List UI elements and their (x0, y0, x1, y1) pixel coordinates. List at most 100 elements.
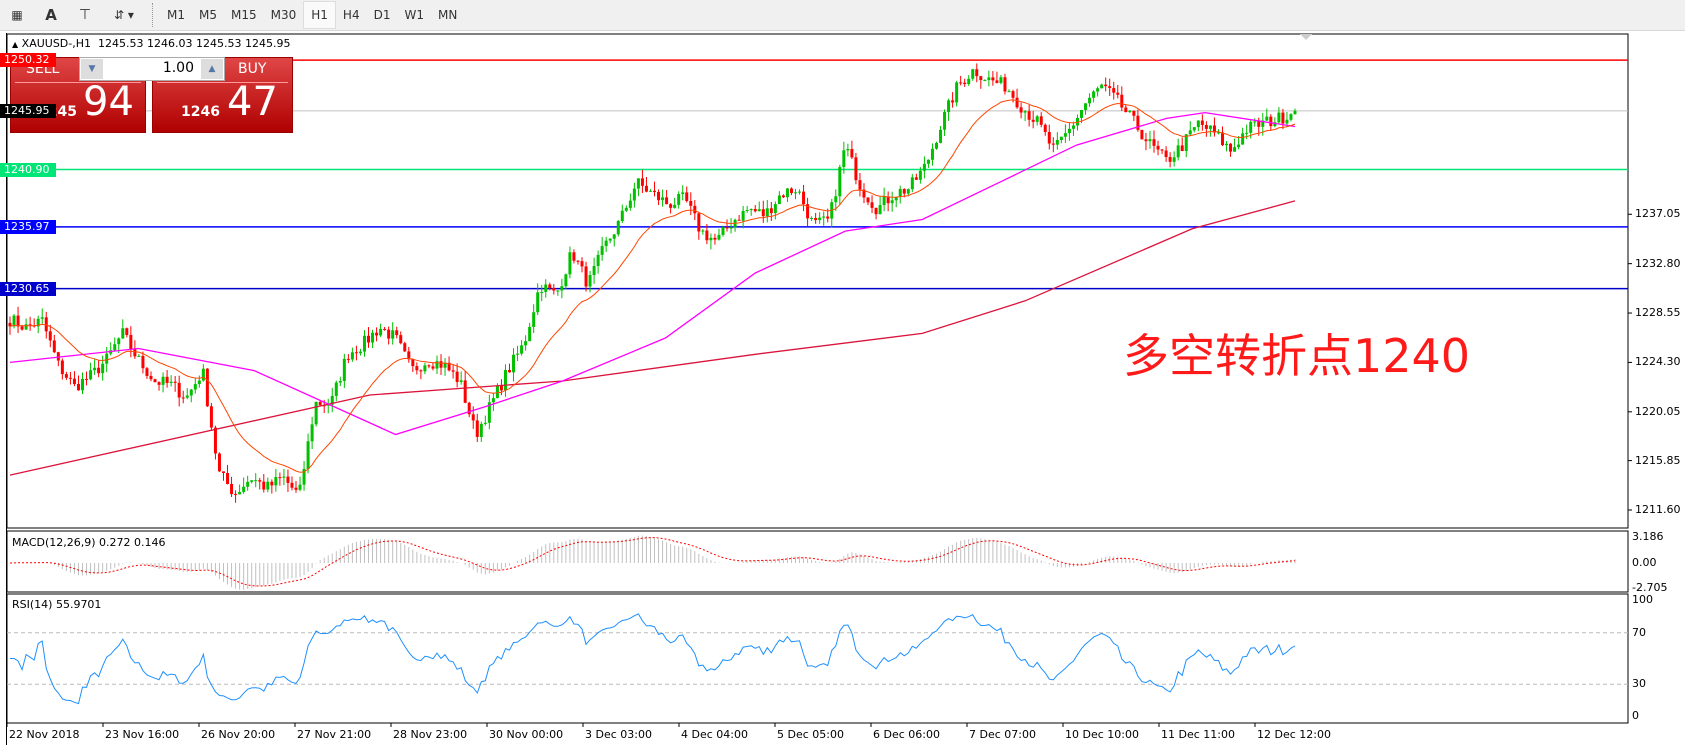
moving-average-long (9, 200, 1296, 476)
timeframe-m1[interactable]: M1 (167, 8, 185, 22)
candle-body (137, 355, 141, 357)
candle-body (934, 142, 938, 149)
candle-body (1204, 124, 1208, 129)
candle-body (427, 365, 431, 367)
rsi-axis-label: 100 (1632, 593, 1653, 606)
timeframe-d1[interactable]: D1 (373, 8, 391, 22)
candle-body (157, 382, 161, 385)
candle-body (16, 315, 20, 327)
candle-body (1245, 132, 1249, 134)
candle-body (572, 252, 576, 261)
candle-body (991, 77, 995, 81)
level-price-tag: 1240.90 (0, 162, 56, 177)
candle-body (548, 284, 552, 289)
candle-body (197, 380, 201, 385)
candle-body (918, 170, 922, 180)
candle-body (193, 384, 197, 390)
candle-body (1144, 139, 1148, 142)
candle-body (556, 290, 560, 292)
toolbar-separator (152, 3, 154, 27)
candle-body (1116, 92, 1120, 95)
candle-body (286, 476, 290, 483)
candle-body (1220, 132, 1224, 146)
candle-body (878, 205, 882, 215)
candle-body (129, 334, 133, 350)
candle-body (540, 291, 544, 293)
candle-body (375, 332, 379, 336)
candle-body (1071, 125, 1075, 129)
candle-body (1051, 143, 1055, 145)
candle-body (234, 494, 238, 496)
lot-stepper[interactable]: ▼ 1.00 ▲ (79, 57, 225, 81)
candle-body (173, 381, 177, 383)
candle-body (536, 292, 540, 313)
candle-body (391, 330, 395, 339)
timeframe-m5[interactable]: M5 (199, 8, 217, 22)
candle-body (330, 395, 334, 405)
candle-body (922, 163, 926, 171)
candle-body (697, 213, 701, 232)
candle-body (681, 192, 685, 194)
text-box-icon[interactable]: ⊤ (78, 7, 92, 23)
lot-value[interactable]: 1.00 (162, 60, 194, 76)
candle-body (189, 389, 193, 396)
candle-body (765, 208, 769, 217)
candle-body (358, 351, 362, 354)
lot-decrease-button[interactable]: ▼ (81, 59, 103, 79)
text-label-icon[interactable]: A (45, 6, 57, 24)
candle-body (1241, 133, 1245, 145)
candle-body (669, 204, 673, 208)
candle-body (1225, 143, 1229, 146)
candle-body (1229, 143, 1233, 152)
candle-body (1281, 112, 1285, 124)
candle-body (939, 129, 943, 143)
macd-axis-label: 0.00 (1632, 556, 1657, 569)
candle-body (814, 218, 818, 221)
candle-body (1031, 119, 1035, 122)
candle-body (798, 191, 802, 193)
candle-body (1112, 88, 1116, 93)
candle-body (636, 178, 640, 189)
candle-body (362, 335, 366, 352)
candle-body (648, 190, 652, 192)
candle-body (1067, 128, 1071, 134)
candle-body (399, 335, 403, 344)
timeframe-w1[interactable]: W1 (404, 8, 424, 22)
collapse-triangle-icon[interactable]: ▲ (12, 40, 19, 49)
timeframe-h1[interactable]: H1 (303, 1, 336, 29)
timeframe-mn[interactable]: MN (437, 8, 458, 22)
time-axis-label: 22 Nov 2018 (9, 728, 80, 741)
candle-body (612, 234, 616, 239)
candle-body (97, 367, 101, 374)
candle-body (822, 216, 826, 218)
candle-body (431, 366, 435, 369)
candle-body (902, 189, 906, 194)
lot-increase-button[interactable]: ▲ (201, 59, 223, 79)
candle-body (1188, 130, 1192, 135)
candle-body (338, 380, 342, 383)
candle-body (423, 365, 427, 372)
timeframe-h4[interactable]: H4 (342, 8, 360, 22)
periods-grid-icon[interactable]: ▦ (11, 8, 23, 22)
timeframe-m30[interactable]: M30 (270, 8, 297, 22)
candle-body (673, 204, 677, 208)
candle-body (785, 188, 789, 198)
candle-body (967, 78, 971, 85)
candle-body (854, 157, 858, 181)
buy-price-big: 1246 (181, 104, 220, 120)
candle-body (471, 414, 475, 421)
candle-body (769, 208, 773, 214)
timeframe-m15[interactable]: M15 (231, 8, 257, 22)
candle-body (737, 219, 741, 221)
candle-body (298, 484, 302, 490)
candle-body (185, 395, 189, 398)
candle-body (1100, 84, 1104, 89)
candle-body (512, 354, 516, 373)
candle-body (226, 472, 230, 484)
main-pane-border (6, 33, 1629, 529)
arrows-icon[interactable]: ⇵ ▾ (114, 8, 134, 22)
candle-body (753, 209, 757, 212)
candle-body (810, 218, 814, 220)
buy-label: BUY (238, 61, 267, 77)
